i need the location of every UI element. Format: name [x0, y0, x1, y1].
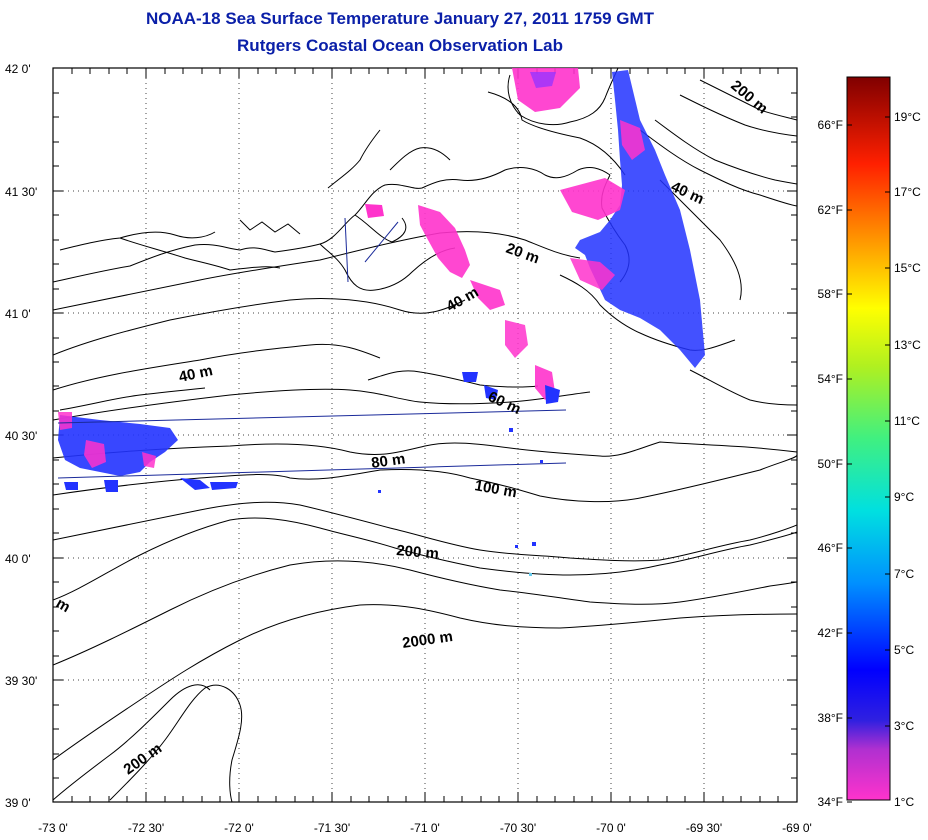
depth-contours [53, 79, 797, 802]
swath-lines [57, 217, 567, 479]
lon-label: -69 0' [782, 821, 812, 835]
colorbar-f-label: 38°F [818, 711, 843, 725]
latitude-labels: 42 0' 41 30' 41 0' 40 30' 40 0' 39 30' 3… [5, 62, 37, 810]
colorbar-f-label: 62°F [818, 203, 843, 217]
colorbar-c-label: 13°C [894, 338, 921, 352]
colorbar-c-label: 1°C [894, 795, 914, 809]
depth-label: 40 m [177, 362, 214, 386]
colorbar-c-label: 15°C [894, 261, 921, 275]
colorbar-f-label: 58°F [818, 287, 843, 301]
depth-label: 200 m [396, 542, 440, 563]
lat-label: 39 0' [5, 796, 31, 810]
sst-pixels [58, 68, 705, 576]
lat-label: 42 0' [5, 62, 31, 76]
lon-label: -71 30' [314, 821, 350, 835]
map-subtitle: Rutgers Coastal Ocean Observation Lab [237, 36, 563, 55]
lat-label: 41 0' [5, 307, 31, 321]
lon-label: -73 0' [38, 821, 68, 835]
colorbar-f-label: 50°F [818, 457, 843, 471]
colorbar-c-label: 9°C [894, 490, 914, 504]
colorbar-f-label: 42°F [818, 626, 843, 640]
lon-label: -71 0' [410, 821, 440, 835]
colorbar-f-label: 66°F [818, 118, 843, 132]
colorbar-f-label: 46°F [818, 541, 843, 555]
lon-label: -69 30' [686, 821, 722, 835]
lon-label: -70 30' [500, 821, 536, 835]
lat-label: 39 30' [5, 674, 37, 688]
colorbar-f-label: 34°F [818, 795, 843, 809]
lat-label: 40 30' [5, 429, 37, 443]
colorbar-c-label: 5°C [894, 643, 914, 657]
lat-label: 41 30' [5, 185, 37, 199]
colorbar-f-label: 54°F [818, 372, 843, 386]
colorbar: 66°F 62°F 58°F 54°F 50°F 46°F 42°F 38°F … [818, 76, 921, 809]
colorbar-c-label: 19°C [894, 110, 921, 124]
colorbar-c-label: 7°C [894, 567, 914, 581]
map-title: NOAA-18 Sea Surface Temperature January … [145, 9, 655, 28]
lon-label: -70 0' [596, 821, 626, 835]
lon-label: -72 30' [128, 821, 164, 835]
depth-label: 2000 m [401, 628, 454, 652]
frame-ticks [53, 68, 797, 802]
lat-label: 40 0' [5, 552, 31, 566]
colorbar-gradient [846, 76, 891, 801]
colorbar-c-label: 11°C [894, 414, 920, 428]
colorbar-c-label: 17°C [894, 185, 921, 199]
depth-label: 80 m [370, 450, 406, 472]
longitude-labels: -73 0' -72 30' -72 0' -71 30' -71 0' -70… [38, 821, 812, 835]
colorbar-c-label: 3°C [894, 719, 914, 733]
lon-label: -72 0' [224, 821, 254, 835]
